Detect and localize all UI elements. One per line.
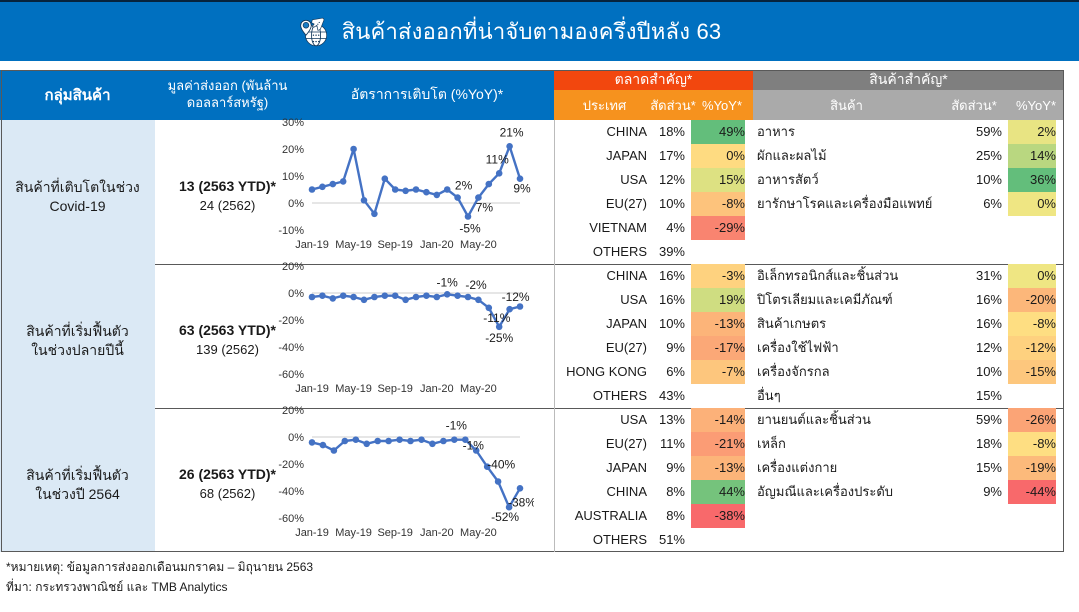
svg-text:10%: 10% <box>282 171 304 183</box>
svg-text:-10%: -10% <box>278 225 304 237</box>
svg-text:Jan-20: Jan-20 <box>420 383 454 395</box>
svg-text:Jan-19: Jan-19 <box>295 239 329 251</box>
svg-text:Sep-19: Sep-19 <box>377 239 412 251</box>
svg-text:-5%: -5% <box>459 222 481 236</box>
svg-text:-1%: -1% <box>463 439 485 453</box>
svg-text:May-20: May-20 <box>460 527 497 539</box>
svg-text:May-19: May-19 <box>335 239 372 251</box>
svg-text:-1%: -1% <box>437 275 459 289</box>
svg-text:-2%: -2% <box>465 278 487 292</box>
svg-text:-38%: -38% <box>508 495 534 509</box>
svg-text:-12%: -12% <box>502 290 530 304</box>
svg-text:-1%: -1% <box>446 419 468 433</box>
svg-text:-60%: -60% <box>278 513 304 525</box>
svg-text:Jan-20: Jan-20 <box>420 239 454 251</box>
svg-text:-40%: -40% <box>278 486 304 498</box>
svg-text:21%: 21% <box>500 125 524 139</box>
svg-text:-20%: -20% <box>278 459 304 471</box>
svg-text:May-20: May-20 <box>460 383 497 395</box>
svg-text:May-19: May-19 <box>335 527 372 539</box>
svg-text:20%: 20% <box>282 262 304 273</box>
svg-text:-25%: -25% <box>485 331 513 345</box>
svg-text:30%: 30% <box>282 118 304 129</box>
svg-text:0%: 0% <box>288 288 304 300</box>
svg-text:9%: 9% <box>513 182 531 196</box>
svg-text:11%: 11% <box>486 152 509 166</box>
svg-text:Jan-20: Jan-20 <box>420 527 454 539</box>
svg-text:7%: 7% <box>476 201 494 215</box>
svg-text:-20%: -20% <box>278 315 304 327</box>
svg-text:20%: 20% <box>282 406 304 417</box>
svg-text:2%: 2% <box>455 179 473 193</box>
svg-text:20%: 20% <box>282 144 304 156</box>
svg-text:-60%: -60% <box>278 369 304 381</box>
svg-text:Jan-19: Jan-19 <box>295 383 329 395</box>
svg-text:May-20: May-20 <box>460 239 497 251</box>
svg-text:Sep-19: Sep-19 <box>377 383 412 395</box>
svg-text:May-19: May-19 <box>335 383 372 395</box>
svg-text:0%: 0% <box>288 432 304 444</box>
svg-text:Sep-19: Sep-19 <box>377 527 412 539</box>
svg-text:Jan-19: Jan-19 <box>295 527 329 539</box>
svg-text:0%: 0% <box>288 198 304 210</box>
svg-text:-11%: -11% <box>483 311 510 325</box>
svg-text:-52%: -52% <box>491 510 519 524</box>
svg-text:-40%: -40% <box>278 342 304 354</box>
svg-text:-40%: -40% <box>487 458 515 472</box>
